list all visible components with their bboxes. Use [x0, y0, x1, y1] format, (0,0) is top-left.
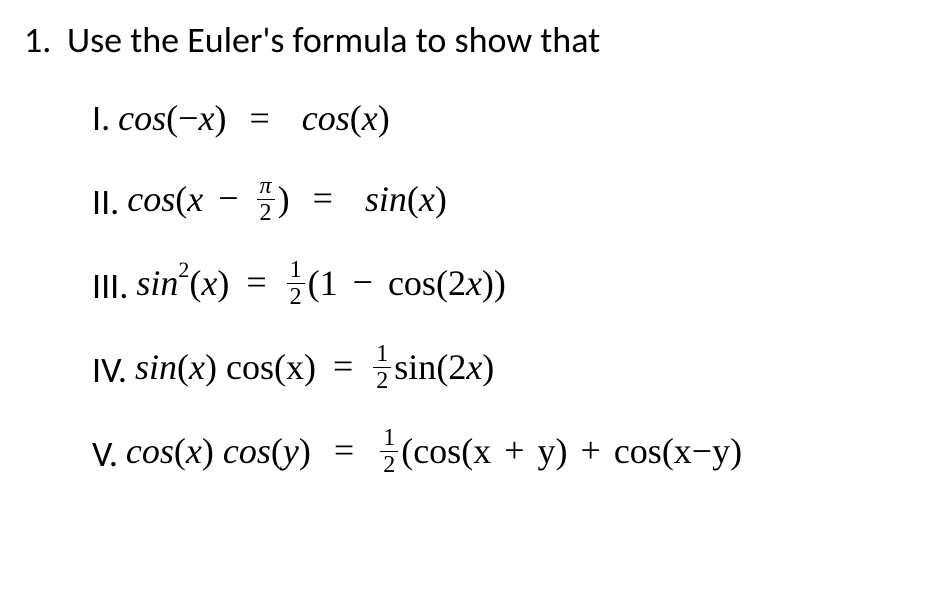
- item-iv: IV. sin(x) cos(x) = 1 2 sin(2x): [92, 338, 917, 402]
- item-iii: III. sin2(x) = 1 2 (1 − cos(2x)): [92, 254, 917, 318]
- equation-i: cos(−x) = cos(x): [118, 97, 390, 139]
- equation-v: cos(x) cos(y) = 1 2 (cos(x + y) + cos(x−…: [126, 429, 742, 480]
- roman-ii: II.: [92, 180, 119, 224]
- problem-number: 1.: [24, 18, 51, 62]
- item-ii: II. cos(x − π 2 ) = sin(x): [92, 170, 917, 234]
- equation-iii: sin2(x) = 1 2 (1 − cos(2x)): [136, 261, 506, 312]
- item-i: I. cos(−x) = cos(x): [92, 86, 917, 150]
- frac-pi-2: π 2: [257, 174, 275, 225]
- item-v: V. cos(x) cos(y) = 1 2 (cos(x + y) + cos…: [92, 422, 917, 486]
- sub-items-list: I. cos(−x) = cos(x) II. cos(x − π 2 ) = …: [92, 86, 917, 486]
- problem-title: Use the Euler's formula to show that: [67, 18, 600, 62]
- frac-half-iii: 1 2: [287, 258, 305, 309]
- roman-iv: IV.: [92, 348, 127, 392]
- equation-iv: sin(x) cos(x) = 1 2 sin(2x): [135, 345, 494, 396]
- roman-iii: III.: [92, 264, 128, 308]
- equation-ii: cos(x − π 2 ) = sin(x): [127, 177, 447, 228]
- frac-half-iv: 1 2: [373, 342, 391, 393]
- frac-half-v: 1 2: [380, 426, 398, 477]
- roman-v: V.: [92, 432, 118, 476]
- problem-header: 1. Use the Euler's formula to show that: [24, 18, 917, 62]
- roman-i: I.: [92, 96, 110, 140]
